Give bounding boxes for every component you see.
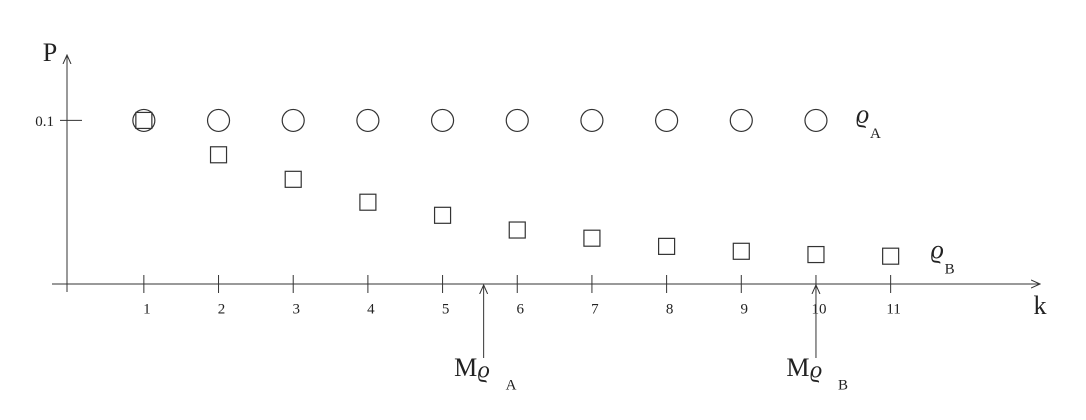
point [505, 108, 529, 133]
point [807, 245, 825, 264]
point [508, 221, 526, 239]
point [882, 247, 900, 265]
point [433, 206, 452, 224]
point [209, 146, 228, 164]
x-tick-label: 4 [367, 301, 375, 317]
x-axis-label: k [1034, 291, 1047, 320]
x-tick-label: 8 [666, 301, 674, 317]
point [658, 237, 676, 255]
x-tick-label: 6 [516, 301, 524, 317]
point [583, 229, 601, 247]
point [580, 108, 604, 133]
point [356, 108, 380, 133]
annotation-text: M [454, 353, 477, 382]
point [206, 108, 231, 133]
annotation-subscript: B [838, 377, 848, 393]
x-tick-label: 9 [741, 301, 749, 317]
y-tick-label: 0.1 [35, 114, 54, 130]
annotation-text: M [786, 353, 809, 382]
point [655, 108, 679, 133]
legend-symbol: ϱ [931, 235, 944, 264]
x-tick-label: 3 [292, 301, 300, 317]
annotation-subscript: A [506, 377, 517, 393]
y-axis-label: P [43, 38, 57, 67]
point [281, 108, 305, 133]
point [430, 108, 455, 133]
x-tick-label: 11 [886, 301, 900, 317]
point [284, 170, 302, 188]
legend-symbol: ϱ [856, 99, 869, 128]
legend-subscript: A [870, 126, 881, 142]
point [729, 108, 753, 133]
x-tick-label: 10 [811, 301, 826, 317]
legend-subscript: B [945, 262, 955, 278]
x-tick-label: 5 [442, 301, 450, 317]
point [359, 193, 377, 211]
point [804, 108, 828, 133]
x-tick-label: 1 [143, 301, 151, 317]
x-tick-label: 7 [591, 301, 599, 317]
annotation-symbol: ϱ [810, 358, 822, 384]
annotation-symbol: ϱ [478, 358, 490, 384]
point [135, 111, 153, 130]
x-tick-label: 2 [218, 301, 226, 317]
point [732, 242, 750, 260]
point [132, 108, 156, 133]
